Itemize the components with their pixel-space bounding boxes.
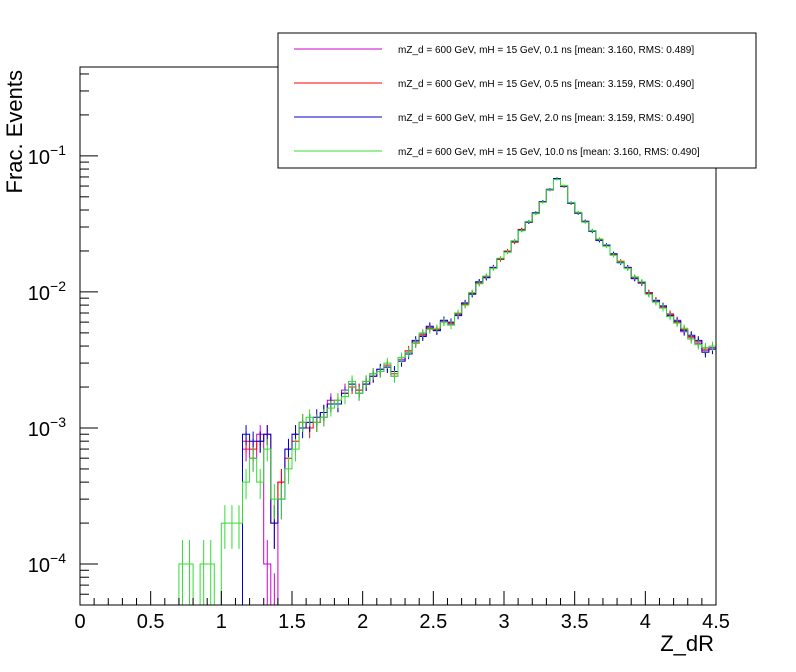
x-tick-label: 0.5 — [137, 611, 165, 633]
x-tick-label: 1.5 — [278, 611, 306, 633]
series-layer — [80, 177, 716, 606]
y-tick-label: 10−1 — [28, 142, 66, 169]
y-tick-base: 10 — [28, 147, 50, 169]
y-tick-exponent: −2 — [50, 278, 66, 294]
y-axis-title: Frac. Events — [2, 70, 27, 193]
y-tick-label: 10−3 — [28, 414, 66, 441]
x-tick-label: 0 — [74, 611, 85, 633]
legend: mZ_d = 600 GeV, mH = 15 GeV, 0.1 ns [mea… — [277, 32, 757, 169]
x-axis-title: Z_dR — [660, 631, 714, 656]
x-tick-label: 1 — [216, 611, 227, 633]
legend-box — [277, 32, 757, 169]
x-tick-label: 3 — [498, 611, 509, 633]
y-tick-exponent: −1 — [50, 142, 66, 158]
y-tick-label: 10−2 — [28, 278, 66, 305]
y-tick-base: 10 — [28, 283, 50, 305]
legend-label-3: mZ_d = 600 GeV, mH = 15 GeV, 10.0 ns [me… — [398, 147, 700, 158]
legend-label-0: mZ_d = 600 GeV, mH = 15 GeV, 0.1 ns [mea… — [398, 45, 694, 56]
legend-label-1: mZ_d = 600 GeV, mH = 15 GeV, 0.5 ns [mea… — [398, 79, 694, 90]
series-3 — [80, 178, 716, 606]
x-tick-label: 2.5 — [419, 611, 447, 633]
x-tick-label: 4.5 — [702, 611, 730, 633]
y-tick-exponent: −4 — [50, 550, 66, 566]
axis-layer: 0 0.5 1 1.5 2 2.5 3 3.5 4 4.510−410−310−210−1 — [28, 73, 730, 633]
y-tick-exponent: −3 — [50, 414, 66, 430]
x-tick-label: 2 — [357, 611, 368, 633]
y-tick-label: 10−4 — [28, 550, 66, 577]
legend-label-2: mZ_d = 600 GeV, mH = 15 GeV, 2.0 ns [mea… — [398, 113, 694, 124]
y-tick-base: 10 — [28, 419, 50, 441]
x-tick-label: 3.5 — [561, 611, 589, 633]
x-tick-label: 4 — [640, 611, 651, 633]
y-tick-base: 10 — [28, 555, 50, 577]
legend-entries: mZ_d = 600 GeV, mH = 15 GeV, 0.1 ns [mea… — [294, 45, 700, 158]
